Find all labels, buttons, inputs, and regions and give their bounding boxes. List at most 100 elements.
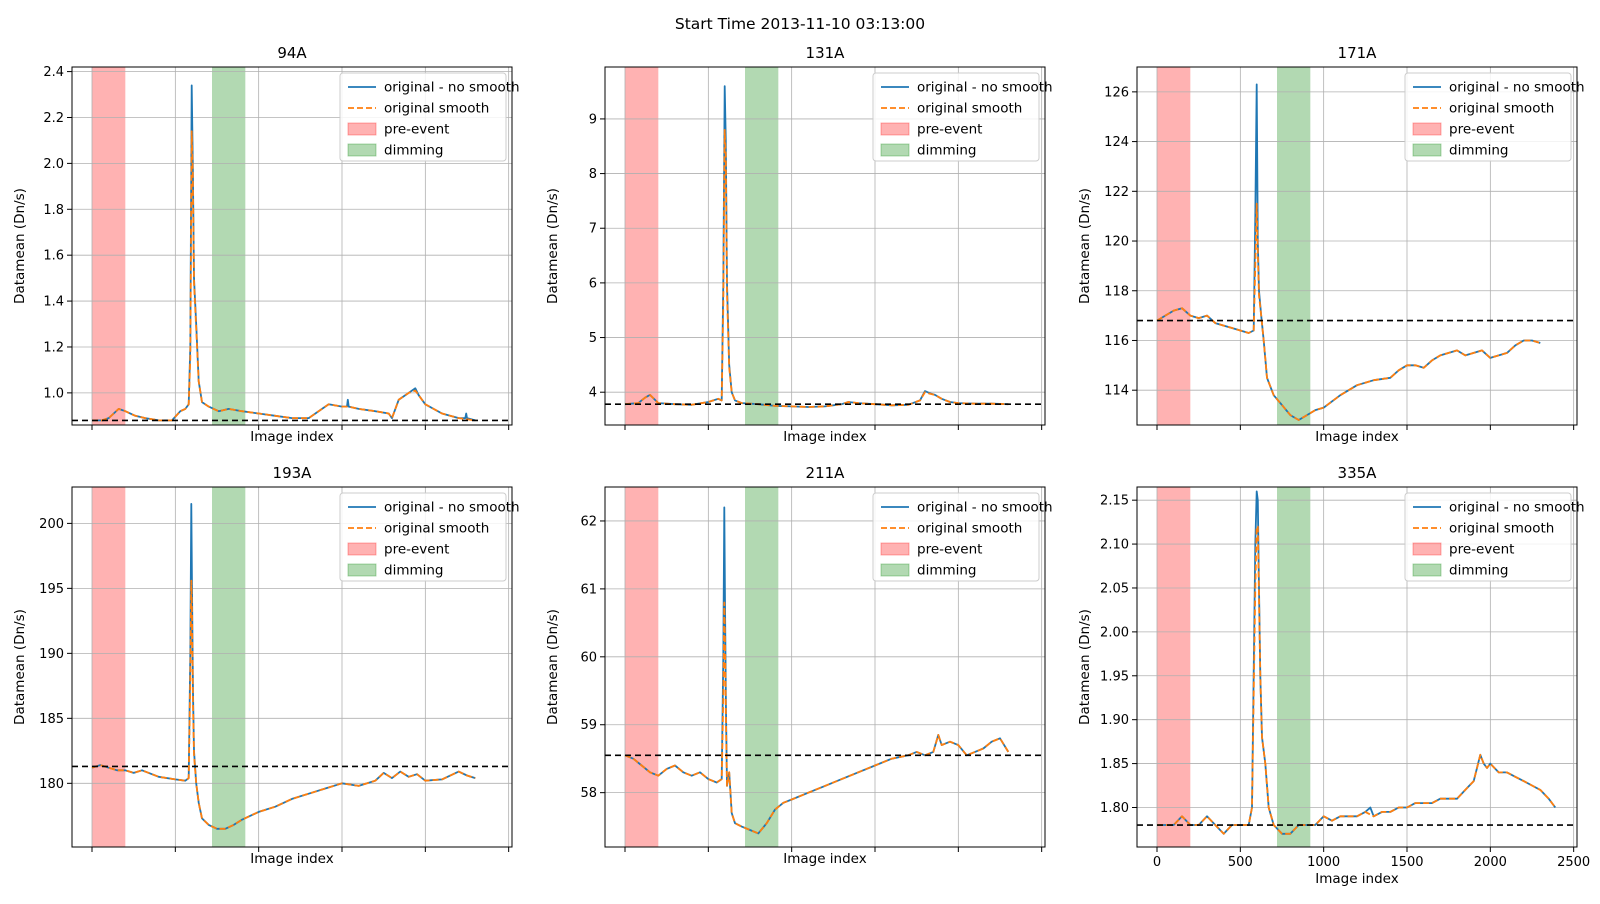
pre-event-span [92,487,126,847]
y-tick-label: 1.80 [1100,801,1129,816]
y-tick-label: 2.4 [43,65,64,80]
y-tick-label: 195 [39,582,64,597]
subplot-193A: 180 185 190 195 200 193A Image index Datamean (… [12,464,520,867]
dimming-span [745,67,779,425]
y-tick-label: 2.15 [1100,494,1129,509]
y-tick-label: 118 [1104,284,1129,299]
x-axis-label: Image index [250,429,334,445]
x-axis-label: Image index [1315,429,1399,445]
y-axis-label: Datamean (Dn/s) [12,609,28,725]
dimming-span [212,487,246,847]
legend-label: dimming [917,143,977,159]
legend-box [1404,492,1572,582]
series-line-smooth [624,601,1010,835]
legend-label: pre-event [384,122,449,138]
series-line-smooth [1157,525,1557,835]
legend: original - no smooth original smooth pre-e… [872,72,1053,162]
legend-label: pre-event [917,542,982,558]
pre-event-span [1157,487,1191,847]
legend-label: original - no smooth [384,80,520,96]
legend: original - no smooth original smooth pre-e… [1404,492,1585,582]
x-axis-label: Image index [250,851,334,867]
series-line-smooth [91,579,476,830]
y-tick-label: 5 [589,331,597,346]
y-axis-label: Datamean (Dn/s) [1077,188,1093,304]
y-axis-label: Datamean (Dn/s) [1077,609,1093,725]
y-tick-label: 58 [580,786,597,801]
y-tick-label: 124 [1104,135,1129,150]
subplot-title: 171A [1338,44,1378,62]
figure-suptitle: Start Time 2013-11-10 03:13:00 [675,15,925,33]
y-tick-label: 2.00 [1100,625,1129,640]
legend-label: original - no smooth [1449,500,1585,516]
legend-label: original smooth [384,101,489,117]
legend-box [1404,72,1572,162]
x-tick-label: 0 [1153,855,1161,870]
y-tick-label: 8 [589,167,597,182]
legend-label: pre-event [384,542,449,558]
y-tick-label: 126 [1104,85,1129,100]
axes-frame [1136,486,1578,848]
x-axis-label: Image index [1315,871,1399,887]
y-tick-label: 200 [39,517,64,532]
y-tick-label: 59 [580,718,597,733]
legend-box [872,72,1040,162]
legend-handle-pre-event [880,542,910,556]
legend-label: original smooth [384,521,489,537]
y-axis-label: Datamean (Dn/s) [545,188,561,304]
subplot-171A: 114 116 118 120 122 124 126 171A Image index Data… [1077,44,1585,445]
y-tick-label: 2.0 [43,157,64,172]
legend-handle-dimming [1412,143,1442,157]
y-tick-label: 180 [39,777,64,792]
series-line-smooth [624,128,1009,408]
legend-label: original smooth [917,101,1022,117]
dimming-span [1277,67,1311,425]
y-tick-label: 190 [39,647,64,662]
series-line-smooth [92,130,476,422]
subplot-335A: 0 500 1000 1500 2000 2500 1.80 1.85 1.90 1.95 2.00… [1077,464,1590,887]
y-tick-label: 7 [589,222,597,237]
legend-label: original - no smooth [1449,80,1585,96]
legend-label: dimming [384,563,444,579]
y-tick-label: 62 [580,514,597,529]
subplot-title: 131A [806,44,846,62]
y-tick-label: 1.0 [43,386,64,401]
legend: original - no smooth original smooth pre-e… [339,492,520,582]
subplot-title: 335A [1338,464,1378,482]
legend-label: original - no smooth [384,500,520,516]
legend-box [339,72,507,162]
y-tick-label: 4 [589,386,597,401]
y-tick-label: 116 [1104,334,1129,349]
subplot-131A: 4 5 6 7 8 9 131A Image index Datamean (Dn/s) orig… [545,44,1053,445]
y-tick-label: 120 [1104,235,1129,250]
legend-label: pre-event [1449,122,1514,138]
y-tick-label: 2.2 [43,111,64,126]
y-tick-label: 1.85 [1100,757,1129,772]
legend-handle-dimming [880,143,910,157]
dimming-span [212,67,246,425]
y-axis-label: Datamean (Dn/s) [545,609,561,725]
legend-label: dimming [1449,563,1509,579]
legend: original - no smooth original smooth pre-e… [1404,72,1585,162]
axes-frame [1136,66,1578,426]
y-tick-label: 6 [589,276,597,291]
y-tick-label: 1.90 [1100,713,1129,728]
legend-box [339,492,507,582]
subplot-211A: 58 59 60 61 62 211A Image index Datamean (Dn/s)… [545,464,1053,867]
axes-frame [71,486,513,848]
legend-handle-dimming [347,143,377,157]
series-line-smooth [1156,202,1541,421]
y-axis-label: Datamean (Dn/s) [12,188,28,304]
y-tick-label: 2.05 [1100,581,1129,596]
axes-frame [604,66,1046,426]
legend: original - no smooth original smooth pre-e… [339,72,520,162]
y-tick-label: 1.4 [43,295,64,310]
pre-event-span [1157,67,1191,425]
legend-handle-dimming [347,563,377,577]
subplot-title: 193A [273,464,313,482]
legend-handle-pre-event [880,122,910,136]
legend-label: original smooth [1449,101,1554,117]
x-tick-label: 2000 [1474,855,1507,870]
legend-label: original - no smooth [917,80,1053,96]
